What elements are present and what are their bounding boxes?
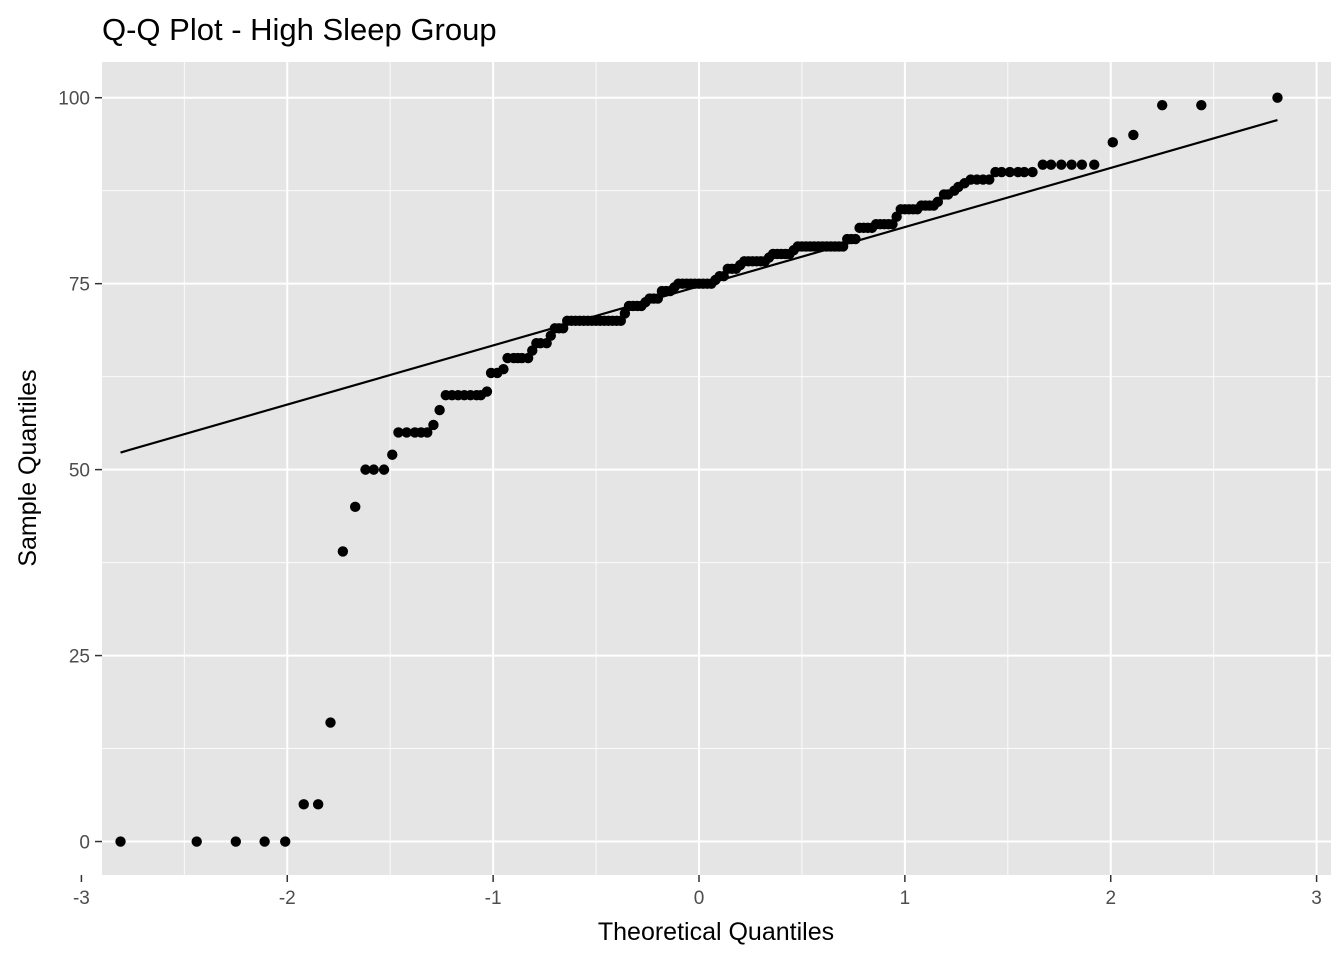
data-point [280,836,291,847]
data-point [984,174,995,185]
data-point [368,464,379,475]
data-point [1107,137,1118,148]
data-point [1089,159,1100,170]
data-point [325,717,336,728]
data-point [1019,166,1030,178]
y-axis-title: Sample Quantiles [14,369,42,566]
x-tick-label: 1 [900,888,911,909]
data-points [115,92,1283,847]
data-point [1128,129,1139,141]
x-tick-label: -1 [485,888,502,909]
data-point [932,196,944,208]
data-point [1045,159,1057,170]
data-point [1196,99,1207,111]
data-point [481,386,493,397]
data-point [1076,159,1088,170]
data-point [298,799,309,810]
data-point [401,427,412,438]
data-point [850,233,861,245]
data-point [312,799,324,810]
x-tick-label: -2 [279,888,296,909]
data-point [230,836,242,847]
data-point [498,363,509,375]
data-point [1056,159,1067,170]
data-point [115,836,126,847]
data-point [259,836,270,847]
y-tick-label: 0 [79,833,90,854]
data-point [1037,159,1048,170]
chart-title: Q-Q Plot - High Sleep Group [102,12,497,47]
x-axis: -3 -2 -1 0 1 2 3 [73,875,1322,909]
data-point [1156,99,1168,111]
x-tick-label: 3 [1311,888,1322,909]
minor-gridlines [102,62,1331,875]
y-axis: 0 25 50 75 100 [58,89,102,854]
x-tick-label: 0 [694,888,705,909]
data-point [422,427,433,438]
x-tick-label: -3 [73,888,90,909]
data-point [393,427,404,438]
major-gridlines [80,62,1331,875]
data-point [1027,166,1038,178]
data-point [434,404,445,416]
data-point [1272,92,1283,103]
data-point [1004,166,1016,178]
x-axis-title: Theoretical Quantiles [598,918,834,946]
y-tick-label: 100 [58,89,90,110]
y-tick-label: 50 [69,461,90,482]
data-point [996,166,1007,178]
data-point [360,464,371,475]
data-point [428,419,439,431]
y-tick-label: 75 [69,275,90,296]
data-point [378,464,390,475]
plot-panel [102,62,1331,875]
data-point [350,501,361,513]
data-point [191,836,202,847]
data-point [337,546,349,557]
x-tick-label: 2 [1105,888,1116,909]
y-tick-label: 25 [69,647,90,668]
data-point [1066,159,1077,170]
data-point [387,449,398,460]
